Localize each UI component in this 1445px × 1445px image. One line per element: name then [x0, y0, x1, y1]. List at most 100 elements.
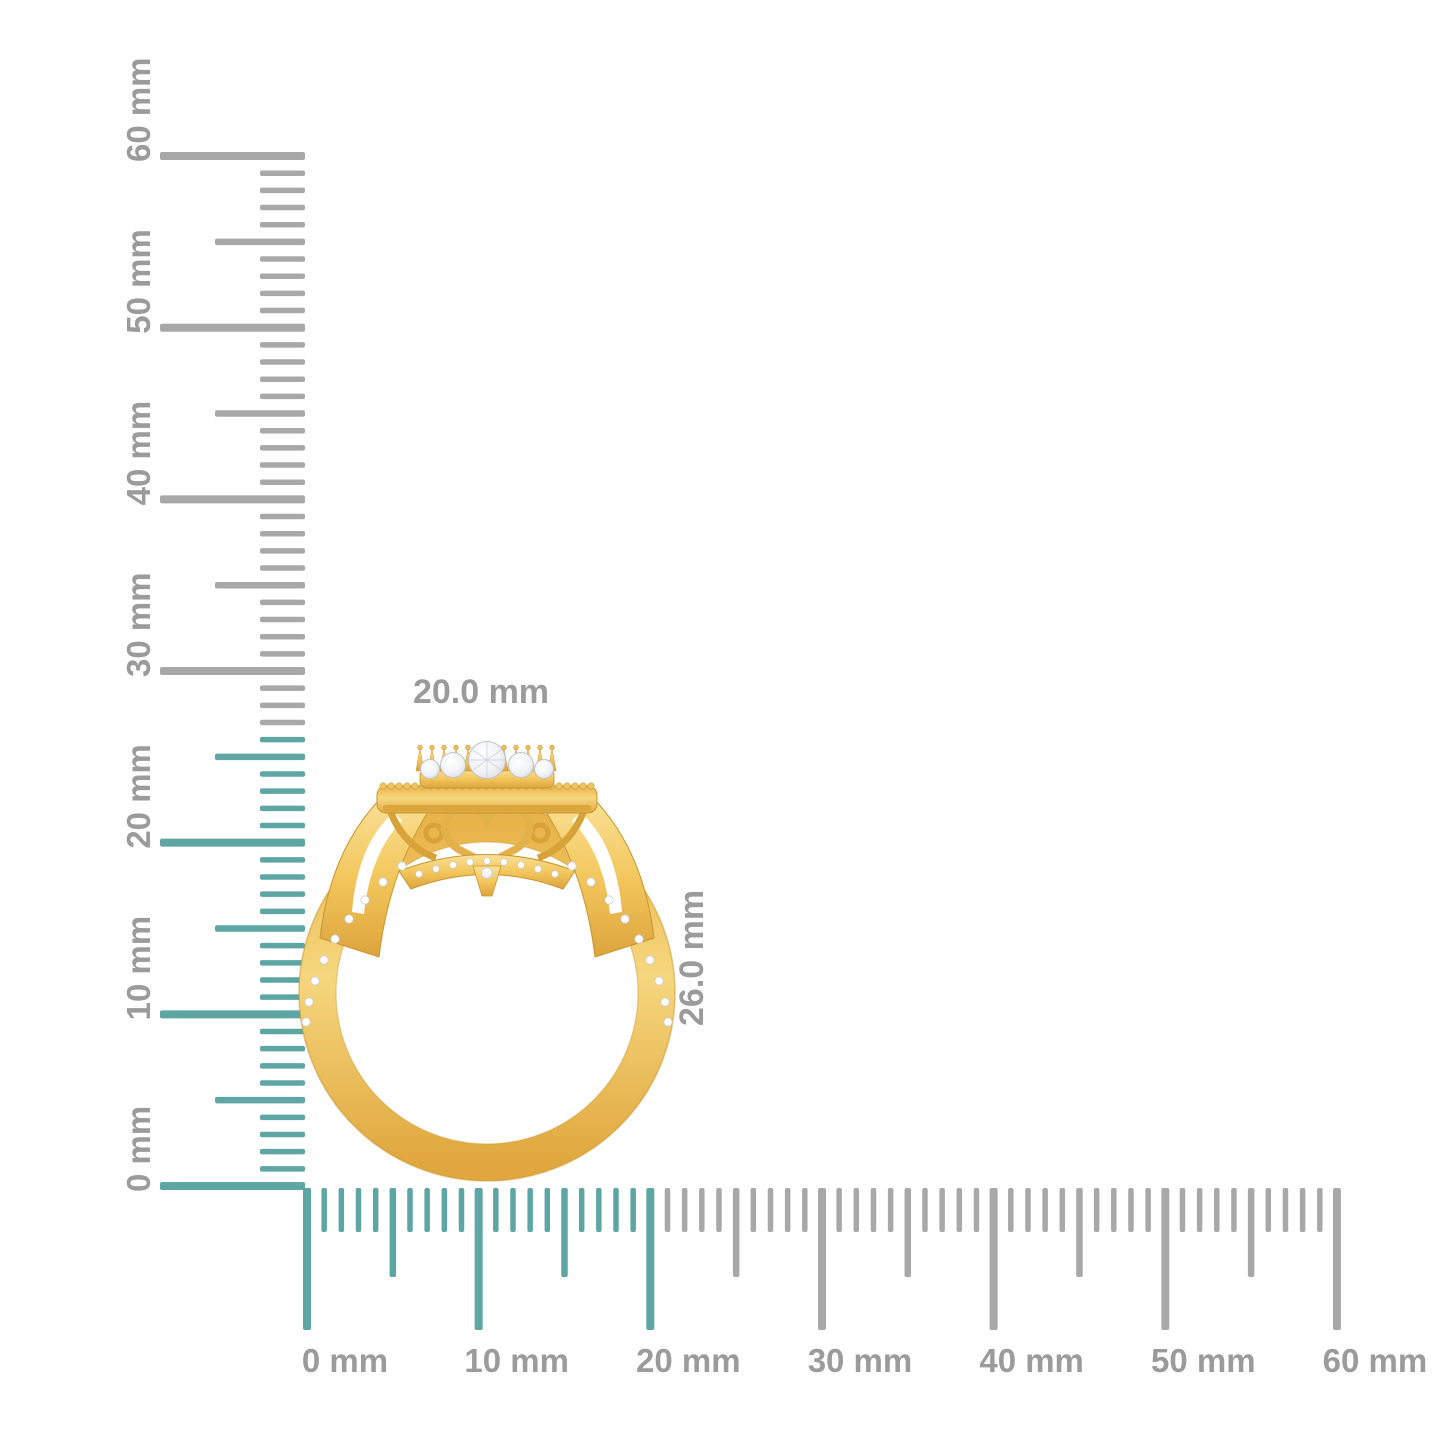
- v-tick: [260, 960, 305, 966]
- pave-diamond: [634, 934, 644, 944]
- h-tick: [1059, 1188, 1066, 1232]
- v-tick: [260, 857, 305, 863]
- h-tick: [407, 1188, 413, 1232]
- v-tick: [260, 633, 305, 640]
- v-ruler-label: 20 mm: [120, 744, 157, 849]
- h-tick: [321, 1188, 327, 1232]
- diamond-side-left: [440, 752, 466, 778]
- h-ruler-label: 40 mm: [979, 1342, 1084, 1379]
- pave-diamonds-right: [567, 861, 673, 1027]
- v-ruler-label: 10 mm: [120, 916, 157, 1021]
- h-ruler-label: 50 mm: [1151, 1342, 1256, 1379]
- v-tick: [215, 581, 305, 589]
- h-tick: [493, 1188, 499, 1232]
- height-annotation: 26.0 mm: [673, 890, 711, 1026]
- h-tick: [1231, 1188, 1237, 1232]
- v-tick: [260, 307, 305, 314]
- prong-tip: [417, 744, 423, 751]
- v-tick: [260, 204, 305, 211]
- ring-band-inner-edge: [335, 841, 639, 1145]
- milgrain-bead: [395, 782, 403, 790]
- h-tick: [613, 1188, 619, 1232]
- arch-diamond: [449, 861, 457, 869]
- h-tick: [973, 1188, 980, 1232]
- h-tick: [836, 1188, 842, 1232]
- h-tick: [681, 1188, 688, 1232]
- h-tick: [389, 1188, 397, 1277]
- v-tick: [260, 1028, 305, 1035]
- v-tick: [260, 530, 305, 537]
- milgrain-bead: [571, 782, 579, 790]
- h-tick: [1076, 1188, 1083, 1277]
- split-gap-right: [572, 812, 622, 914]
- arch-diamond: [483, 857, 491, 865]
- h-ruler-label: 60 mm: [1323, 1342, 1428, 1379]
- v-tick: [260, 462, 305, 468]
- ring-image: [298, 740, 676, 1182]
- prong-tip: [525, 744, 531, 751]
- v-tick: [215, 753, 305, 761]
- prong-tip: [501, 744, 507, 751]
- arch-diamond: [534, 865, 542, 873]
- arch-diamond: [517, 861, 525, 869]
- h-tick: [1214, 1188, 1220, 1232]
- pave-diamond: [567, 861, 577, 871]
- pave-diamond: [604, 895, 614, 905]
- arch-diamond: [551, 870, 559, 878]
- diamond-center-facets: [468, 741, 506, 779]
- v-tick: [260, 1080, 305, 1086]
- h-tick: [1332, 1188, 1341, 1330]
- v-tick: [260, 874, 305, 880]
- h-tick: [1179, 1188, 1186, 1232]
- v-tick: [260, 445, 305, 451]
- v-tick: [160, 152, 305, 161]
- h-tick: [904, 1188, 912, 1277]
- width-annotation: 20.0 mm: [413, 673, 549, 711]
- h-tick: [1196, 1188, 1203, 1232]
- h-tick: [716, 1188, 722, 1232]
- v-tick: [260, 616, 305, 623]
- v-tick: [260, 977, 305, 983]
- v-tick: [260, 1063, 305, 1069]
- v-tick: [260, 427, 305, 434]
- v-tick: [260, 805, 305, 812]
- h-tick: [817, 1188, 826, 1330]
- v-tick: [260, 736, 305, 743]
- h-tick: [596, 1188, 602, 1232]
- arch-diamond: [432, 865, 440, 873]
- v-ruler-label: 60 mm: [120, 57, 157, 162]
- v-tick: [260, 342, 305, 348]
- h-tick: [1042, 1188, 1048, 1232]
- pave-diamond: [586, 877, 596, 887]
- h-ruler-label: 20 mm: [636, 1342, 741, 1379]
- h-tick: [338, 1188, 345, 1232]
- v-tick: [260, 994, 305, 1000]
- pave-diamond: [344, 914, 354, 924]
- h-tick: [870, 1188, 877, 1232]
- h-tick: [1025, 1188, 1031, 1232]
- v-tick: [260, 513, 305, 520]
- prong-tip: [453, 744, 459, 751]
- h-ruler-label: 10 mm: [464, 1342, 569, 1379]
- h-ruler-label: 30 mm: [808, 1342, 913, 1379]
- milgrain-bead: [403, 782, 411, 790]
- h-tick: [1299, 1188, 1306, 1232]
- milgrain-bead: [555, 782, 563, 790]
- v-tick: [260, 479, 305, 485]
- prong-tip: [513, 744, 519, 751]
- h-tick: [630, 1188, 636, 1232]
- diamond-side-right: [508, 752, 534, 778]
- h-tick: [922, 1188, 928, 1232]
- h-tick: [474, 1188, 483, 1330]
- v-tick: [260, 548, 305, 554]
- milgrain-bead: [387, 782, 395, 790]
- h-tick: [441, 1188, 448, 1232]
- gallery-pendant-diamond: [481, 867, 493, 879]
- h-tick: [1265, 1188, 1272, 1232]
- v-tick: [260, 1045, 305, 1052]
- v-tick: [260, 1148, 305, 1155]
- pave-diamond: [660, 997, 670, 1007]
- v-ruler-label: 30 mm: [120, 572, 157, 677]
- v-tick: [260, 376, 305, 382]
